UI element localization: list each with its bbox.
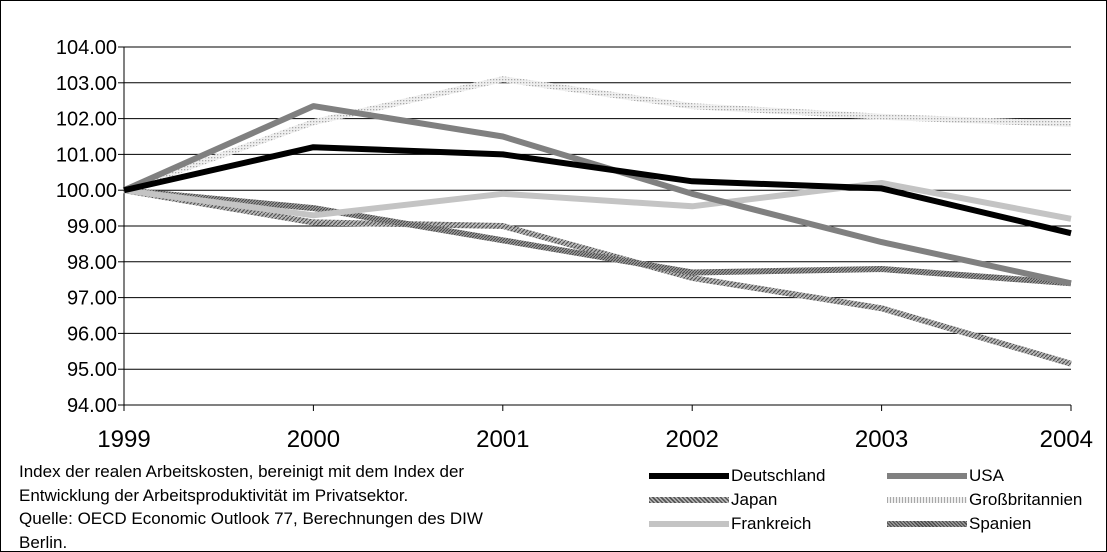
x-tick-labels: 1999 2000 2001 2002 2003 2004 bbox=[97, 426, 1093, 453]
x-tick-label: 2004 bbox=[1040, 426, 1093, 453]
legend-item-japan: Japan bbox=[649, 489, 777, 511]
legend-swatch bbox=[649, 473, 729, 479]
y-tick-label: 101.00 bbox=[56, 144, 117, 166]
legend-label: Großbritannien bbox=[969, 490, 1083, 509]
legend-swatch bbox=[887, 521, 967, 527]
series-line-japan bbox=[123, 187, 1072, 367]
line-chart: 94.00 95.00 96.00 97.00 98.00 99.00 100.00 101.… bbox=[56, 37, 1093, 453]
gridlines bbox=[124, 46, 1071, 406]
x-tick-label: 1999 bbox=[97, 426, 150, 453]
y-tick-label: 104.00 bbox=[56, 37, 117, 59]
legend-item-deutschland: Deutschland bbox=[649, 465, 826, 487]
y-tick-label: 103.00 bbox=[56, 73, 117, 95]
y-tick-label: 98.00 bbox=[67, 252, 117, 274]
x-tick-label: 2003 bbox=[855, 426, 908, 453]
legend-item-grossbritannien: Großbritannien bbox=[887, 489, 1082, 511]
x-tick-label: 2001 bbox=[476, 426, 529, 453]
series-lines bbox=[122, 76, 1072, 367]
legend-label: Japan bbox=[731, 490, 778, 509]
x-tick-label: 2000 bbox=[287, 426, 340, 453]
legend-item-frankreich: Frankreich bbox=[649, 513, 811, 535]
legend-swatch bbox=[887, 473, 967, 479]
legend-label: Frankreich bbox=[731, 514, 812, 533]
footnote-line-2: Entwicklung der Arbeitsproduktivität im … bbox=[19, 485, 409, 505]
y-tick-label: 102.00 bbox=[56, 109, 117, 131]
series-line-frankreich bbox=[123, 180, 1072, 222]
y-tick-label: 96.00 bbox=[67, 323, 117, 345]
footnote-line-3: Quelle: OECD Economic Outlook 77, Berech… bbox=[19, 509, 483, 528]
legend-item-spanien: Spanien bbox=[887, 513, 1031, 535]
axes bbox=[118, 46, 1072, 411]
series-line-spanien bbox=[123, 187, 1072, 287]
legend-item-usa: USA bbox=[887, 465, 1004, 487]
series-line-deutschland bbox=[123, 144, 1072, 237]
legend-swatch bbox=[649, 521, 729, 527]
series-line-grossbritannien bbox=[122, 76, 1072, 194]
y-tick-label: 94.00 bbox=[67, 395, 117, 417]
footnote-line-4: Berlin. bbox=[19, 532, 68, 552]
legend-label: Deutschland bbox=[731, 466, 826, 485]
legend-swatch bbox=[887, 497, 967, 503]
legend-label: USA bbox=[969, 466, 1004, 485]
chart-footnote: Index der realen Arbeitskosten, bereinig… bbox=[19, 460, 599, 552]
legend-label: Spanien bbox=[969, 514, 1032, 533]
y-tick-label: 100.00 bbox=[56, 180, 117, 202]
y-tick-label: 95.00 bbox=[67, 359, 117, 381]
y-tick-label: 97.00 bbox=[67, 288, 117, 310]
y-tick-label: 99.00 bbox=[67, 216, 117, 238]
x-tick-label: 2002 bbox=[666, 426, 719, 453]
y-tick-labels: 94.00 95.00 96.00 97.00 98.00 99.00 100.00 101.… bbox=[56, 37, 117, 417]
footnote-line-1: Index der realen Arbeitskosten, bereinig… bbox=[19, 462, 465, 481]
legend-swatch bbox=[649, 497, 729, 503]
